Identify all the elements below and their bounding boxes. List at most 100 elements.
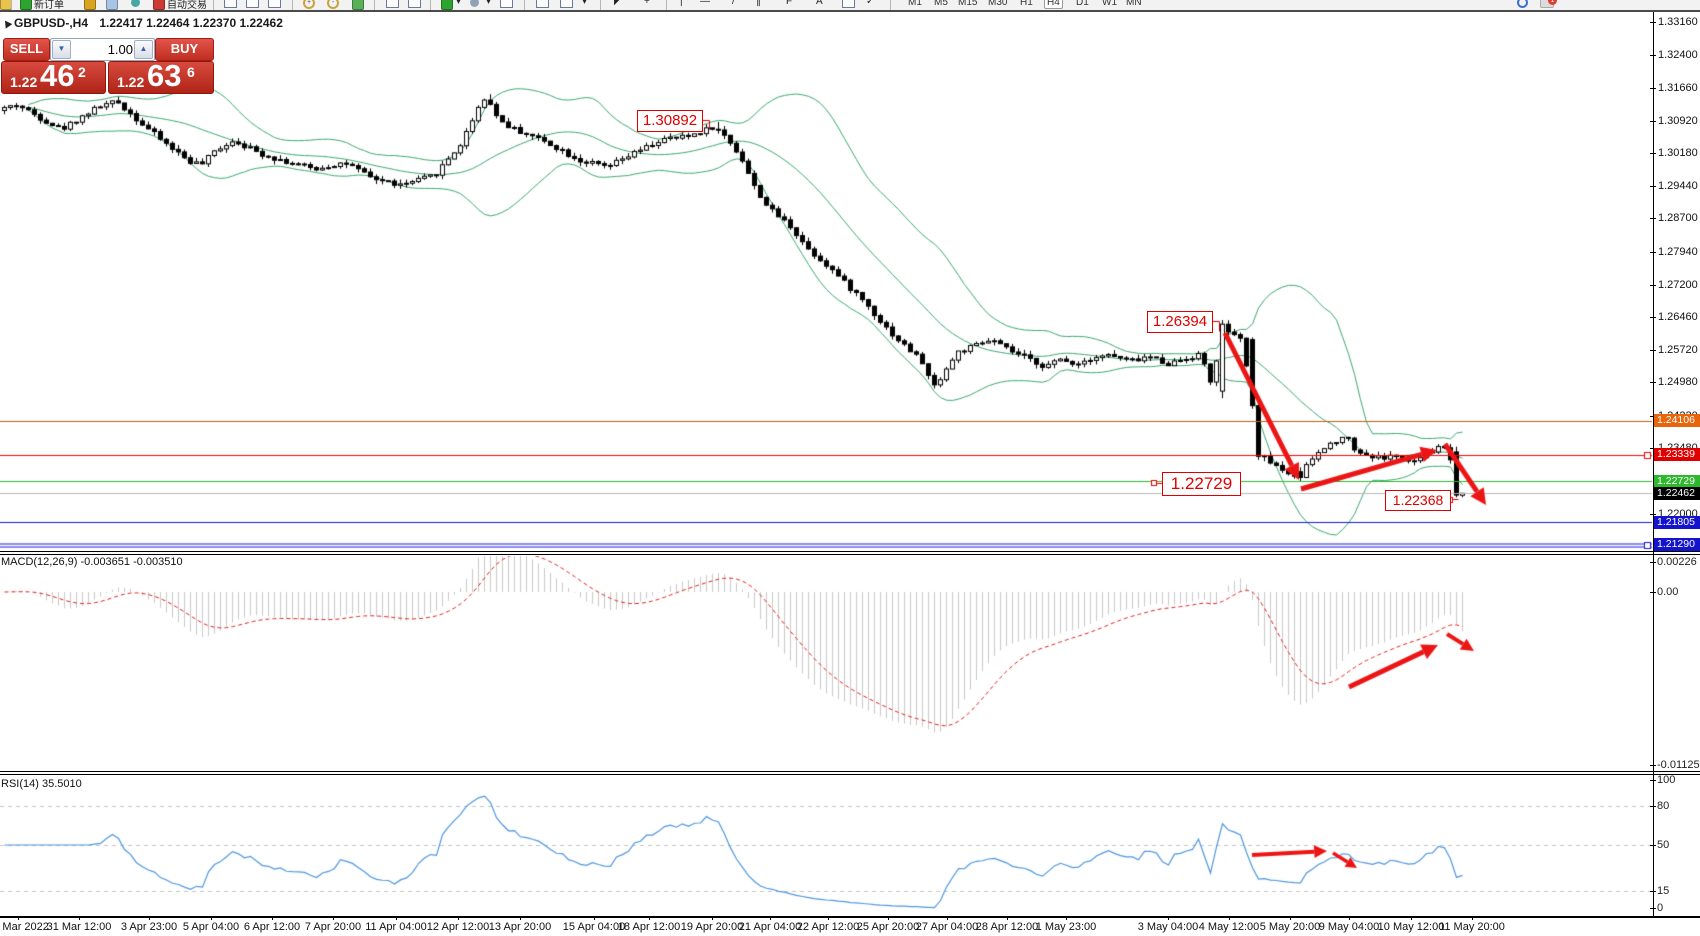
price-axis-label: 1.26460 (1658, 311, 1698, 324)
time-axis-label: 27 Apr 04:00 (915, 921, 979, 933)
macd-values: -0.003651 -0.003510 (80, 556, 183, 568)
time-axis-tick (1066, 917, 1067, 920)
time-axis-label: 30 Mar 2022 (0, 921, 49, 933)
price-axis-label: 1.32400 (1658, 49, 1698, 62)
price-axis-label: 1.25720 (1658, 343, 1698, 356)
chart-ohlc-values: 1.22417 1.22464 1.22370 1.22462 (99, 16, 283, 30)
price-axis-tick (1650, 218, 1656, 219)
annotation-label[interactable]: 1.26394 (1147, 311, 1213, 333)
time-axis-tick (1007, 917, 1008, 920)
time-axis-label: 28 Apr 12:00 (975, 921, 1039, 933)
price-axis-label: 1.27200 (1658, 278, 1698, 291)
time-axis-label: 11 May 20:00 (1439, 921, 1505, 933)
price-axis-label: 1.24980 (1658, 376, 1698, 389)
volume-stepper: ▼ ▲ (50, 38, 155, 61)
rsi-label: RSI(14) 35.5010 (1, 778, 82, 790)
macd-axis-tick (1650, 592, 1656, 593)
price-axis-tick (1650, 121, 1656, 122)
buy-price-display[interactable]: 1.22 63 6 (108, 58, 214, 94)
time-axis-tick (1229, 917, 1230, 920)
time-axis-label: 5 May 20:00 (1259, 921, 1321, 933)
time-axis-tick (1349, 917, 1350, 920)
volume-input[interactable] (71, 40, 135, 59)
price-axis-tick (1650, 153, 1656, 154)
price-axis-tick (1650, 350, 1656, 351)
annotation-label[interactable]: 1.22729 (1162, 472, 1241, 496)
buy-price-big: 63 (147, 58, 182, 93)
time-axis-label: 19 Apr 20:00 (680, 921, 744, 933)
time-axis-tick (828, 917, 829, 920)
rsi-axis-label: 15 (1657, 885, 1670, 897)
rsi-axis-label: 0 (1657, 902, 1664, 914)
buy-button[interactable]: BUY (155, 38, 214, 61)
macd-label: MACD(12,26,9) -0.003651 -0.003510 (1, 556, 183, 568)
time-axis-label: 25 Apr 20:00 (856, 921, 920, 933)
time-axis-tick (211, 917, 212, 920)
price-axis-label: 1.33160 (1658, 16, 1698, 28)
price-axis-label: 1.28700 (1658, 212, 1698, 225)
time-axis-label: 3 May 04:00 (1137, 921, 1199, 933)
sell-button[interactable]: SELL (3, 38, 50, 61)
time-axis-label: 9 May 04:00 (1318, 921, 1380, 933)
rsi-axis-label: 100 (1657, 774, 1676, 786)
rsi-axis-tick (1650, 806, 1656, 807)
price-axis-tick (1650, 448, 1656, 449)
time-axis-tick (649, 917, 650, 920)
price-axis-tick (1650, 55, 1656, 56)
time-axis-label: 3 Apr 23:00 (120, 921, 178, 933)
time-axis-tick (1290, 917, 1291, 920)
sell-price-display[interactable]: 1.22 46 2 (1, 58, 106, 94)
annotation-label[interactable]: 1.30892 (637, 110, 703, 132)
price-axis-tick (1650, 382, 1656, 383)
time-axis-tick (947, 917, 948, 920)
level-price-badge[interactable]: 1.24106 (1654, 414, 1700, 428)
buy-price-prefix: 1.22 (117, 74, 145, 90)
time-axis-label: 13 Apr 20:00 (488, 921, 552, 933)
time-axis-label: 22 Apr 12:00 (796, 921, 860, 933)
time-axis-tick (1411, 917, 1412, 920)
time-axis-label: 12 Apr 12:00 (426, 921, 490, 933)
price-axis-tick (1650, 514, 1656, 515)
volume-increase-button[interactable]: ▲ (134, 40, 153, 59)
rsi-axis-tick (1650, 780, 1656, 781)
time-axis-tick (712, 917, 713, 920)
price-axis-tick (1650, 317, 1656, 318)
rsi-axis-tick (1650, 891, 1656, 892)
time-axis-tick (149, 917, 150, 920)
price-axis-tick (1650, 416, 1656, 417)
chart-macd-separator[interactable] (0, 553, 1700, 555)
sell-price-big: 46 (40, 58, 75, 93)
time-axis-tick (396, 917, 397, 920)
chart-macd-separator[interactable] (0, 551, 1700, 552)
annotation-label[interactable]: 1.22368 (1385, 490, 1451, 511)
volume-decrease-button[interactable]: ▼ (52, 40, 71, 59)
time-axis-tick (333, 917, 334, 920)
time-axis-label: 4 May 12:00 (1198, 921, 1260, 933)
time-axis-tick (272, 917, 273, 920)
time-axis-label: 6 Apr 12:00 (243, 921, 301, 933)
macd-rsi-separator[interactable] (0, 771, 1700, 772)
time-axis-label: 21 Apr 04:00 (738, 921, 802, 933)
macd-rsi-separator[interactable] (0, 773, 1700, 775)
rsi-bottom-border (0, 916, 1700, 918)
price-axis-label: 1.30920 (1658, 114, 1698, 127)
time-axis-label: 11 Apr 04:00 (365, 921, 427, 933)
buy-price-sup: 6 (187, 64, 195, 80)
time-axis-tick (770, 917, 771, 920)
rsi-value: 35.5010 (41, 778, 82, 790)
price-axis-label: 1.31660 (1658, 82, 1698, 95)
sell-price-sup: 2 (78, 64, 86, 80)
time-axis-label: 1 May 23:00 (1035, 921, 1097, 933)
level-price-badge[interactable]: 1.23339 (1654, 448, 1700, 462)
chart-symbol-timeframe: GBPUSD-,H4 (14, 16, 89, 30)
level-price-badge[interactable]: 1.21290 (1654, 538, 1700, 552)
time-axis-tick (520, 917, 521, 920)
sell-price-prefix: 1.22 (10, 74, 38, 90)
price-axis-tick (1650, 22, 1656, 23)
macd-axis-tick (1650, 562, 1656, 563)
level-price-badge[interactable]: 1.21805 (1654, 515, 1700, 529)
macd-axis-tick (1650, 765, 1656, 766)
level-price-badge[interactable]: 1.22729 (1654, 474, 1700, 488)
